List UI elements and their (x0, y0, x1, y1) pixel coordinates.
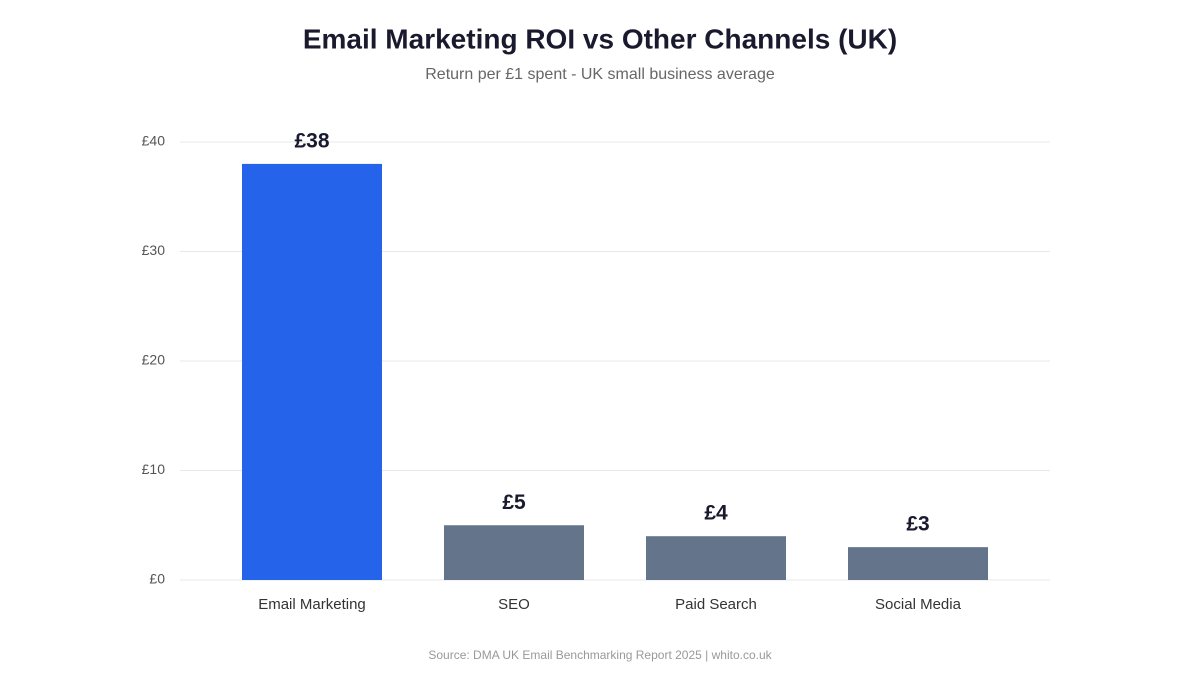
x-tick-label: Social Media (875, 596, 962, 613)
bar (444, 525, 584, 580)
bar (242, 163, 382, 580)
bar (848, 547, 988, 580)
x-tick-label: Paid Search (675, 596, 757, 613)
value-label: £4 (704, 502, 728, 525)
y-tick-label: £0 (149, 571, 165, 587)
x-tick-label: Email Marketing (258, 596, 366, 613)
value-label: £3 (906, 513, 929, 536)
chart-title: Email Marketing ROI vs Other Channels (U… (303, 23, 897, 54)
value-label: £5 (502, 491, 526, 514)
y-tick-label: £30 (142, 242, 166, 258)
value-label: £38 (294, 129, 329, 152)
bar (646, 536, 786, 580)
source-note: Source: DMA UK Email Benchmarking Report… (428, 648, 772, 662)
y-tick-label: £10 (142, 461, 166, 477)
y-tick-label: £20 (142, 352, 166, 368)
y-tick-label: £40 (142, 133, 166, 149)
chart-subtitle: Return per £1 spent - UK small business … (425, 66, 775, 83)
x-tick-label: SEO (498, 596, 530, 613)
